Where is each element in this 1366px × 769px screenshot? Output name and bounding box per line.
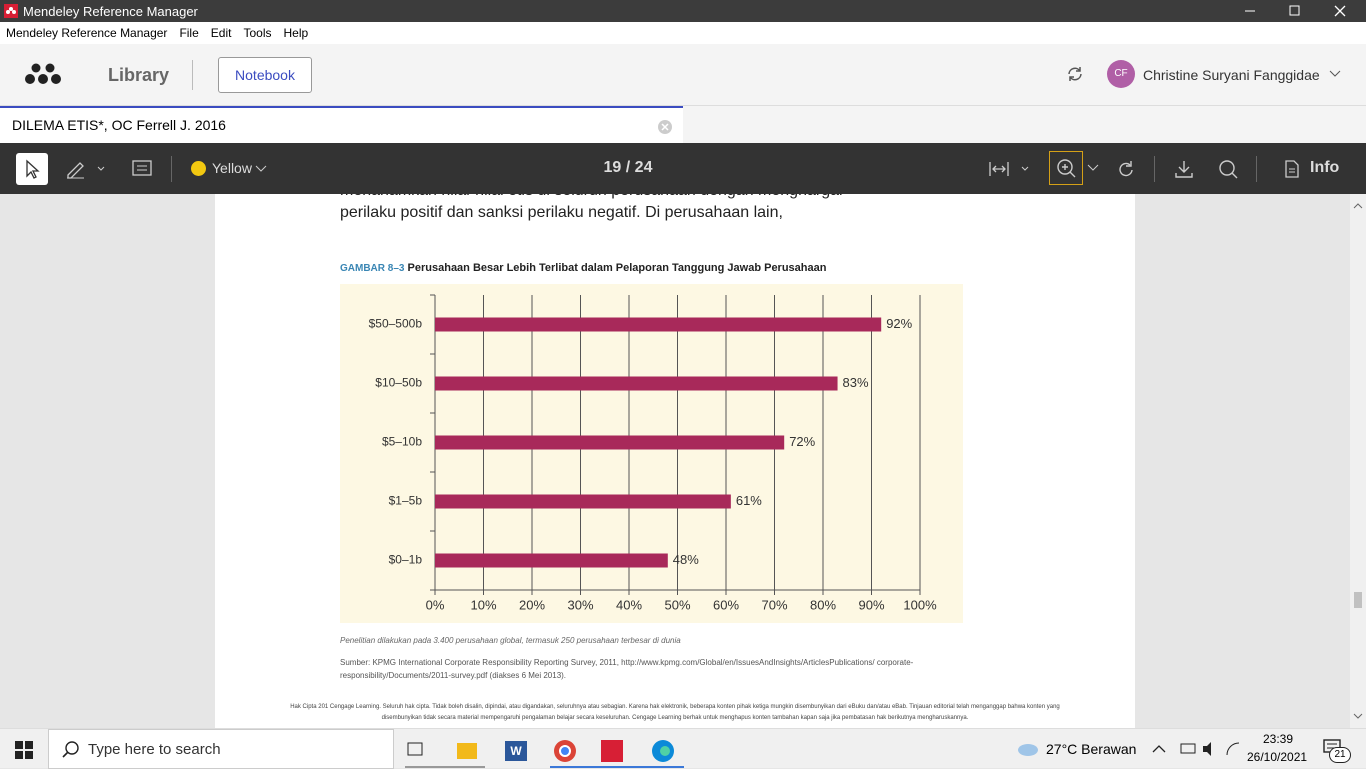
bar [435, 494, 731, 509]
taskbar: Type here to search W 27°C Berawan 23:39… [0, 728, 1366, 769]
svg-text:W: W [510, 744, 522, 758]
menu-bar: Mendeley Reference Manager File Edit Tools H… [0, 22, 1366, 44]
menu-item[interactable]: Help [283, 26, 309, 40]
x-tick-label: 40% [616, 597, 642, 612]
start-button[interactable] [15, 741, 33, 759]
user-menu-arrow[interactable] [1329, 70, 1341, 78]
search[interactable] [1217, 158, 1239, 180]
taskbar-apps[interactable]: W [405, 737, 685, 769]
weather-icon[interactable] [1017, 741, 1039, 757]
figure-title: Perusahaan Besar Lebih Terlibat dalam Pe… [407, 262, 827, 274]
menu-item[interactable]: Tools [243, 26, 272, 40]
color-picker[interactable]: Yellow [212, 160, 252, 176]
divider [1256, 156, 1257, 182]
chart-background [340, 284, 963, 623]
zoom-arrow[interactable] [1087, 164, 1099, 172]
menu-item[interactable]: File [179, 26, 199, 40]
rotate[interactable] [1115, 159, 1137, 181]
x-tick-label: 100% [903, 597, 937, 612]
header: Library Notebook CF Christine Suryani Fa… [0, 44, 1366, 106]
bar [435, 317, 882, 332]
divider [171, 156, 172, 182]
divider [192, 60, 193, 90]
value-label: 92% [886, 316, 912, 331]
color-swatch[interactable] [191, 161, 206, 176]
y-tick-label: $50–500b [369, 317, 423, 331]
value-label: 83% [843, 375, 869, 390]
user-name[interactable]: Christine Suryani Fanggidae [1143, 67, 1320, 83]
close-tab[interactable] [657, 119, 673, 135]
zoom-button[interactable] [1049, 151, 1083, 185]
info-button[interactable]: Info [1310, 159, 1340, 176]
search-placeholder: Type here to search [88, 741, 221, 758]
page-indicator: 19 / 24 [603, 159, 653, 176]
x-tick-label: 80% [810, 597, 836, 612]
menu-item[interactable]: Mendeley Reference Manager [6, 26, 168, 40]
document-tab[interactable]: DILEMA ETIS*, OC Ferrell J. 2016 [0, 106, 683, 143]
tab-title: DILEMA ETIS*, OC Ferrell J. 2016 [12, 117, 226, 133]
clock-time[interactable]: 23:39 [1262, 732, 1294, 746]
y-tick-label: $1–5b [389, 494, 423, 508]
y-tick-label: $5–10b [382, 435, 422, 449]
download[interactable] [1173, 158, 1195, 180]
body-text: perilaku positif dan sanksi perilaku neg… [340, 204, 783, 221]
window-title: Mendeley Reference Manager [23, 4, 198, 19]
copyright: Hak Cipta 201 Cengage Learning. Seluruh … [290, 704, 1060, 721]
logo[interactable] [24, 62, 62, 86]
x-tick-label: 90% [858, 597, 884, 612]
avatar[interactable]: CF [1107, 60, 1135, 88]
y-tick-label: $0–1b [389, 553, 423, 567]
pdf-page: menanamkan nilai-nilai etis di seluruh p… [215, 194, 1135, 728]
sync-icon[interactable] [1065, 64, 1085, 84]
pdf-viewer: menanamkan nilai-nilai etis di seluruh p… [0, 194, 1350, 728]
highlight-tool[interactable] [64, 158, 110, 180]
value-label: 61% [736, 493, 762, 508]
bar [435, 376, 838, 391]
bar [435, 435, 785, 450]
app-icon [4, 4, 18, 18]
figure-source: Sumber: KPMG International Corporate Res… [340, 658, 914, 680]
search-box[interactable]: Type here to search [48, 729, 394, 769]
info-icon[interactable] [1283, 159, 1301, 179]
select-tool[interactable] [16, 153, 48, 185]
title-bar: Mendeley Reference Manager [0, 0, 1366, 22]
value-label: 48% [673, 552, 699, 567]
note-tool[interactable] [131, 159, 153, 179]
fit-width[interactable] [988, 158, 1036, 180]
pdf-toolbar: Yellow 19 / 24 Info [0, 143, 1366, 194]
x-tick-label: 70% [761, 597, 787, 612]
figure-note: Penelitian dilakukan pada 3.400 perusaha… [340, 636, 681, 645]
library-tab[interactable]: Library [108, 65, 170, 85]
x-tick-label: 20% [519, 597, 545, 612]
notebook-button[interactable]: Notebook [218, 57, 312, 93]
x-tick-label: 60% [713, 597, 739, 612]
body-text: menanamkan nilai-nilai etis di seluruh p… [340, 194, 843, 200]
bar [435, 553, 668, 568]
y-tick-label: $10–50b [375, 376, 422, 390]
window-controls[interactable] [1235, 0, 1366, 22]
x-tick-label: 30% [567, 597, 593, 612]
scrollbar[interactable] [1350, 194, 1366, 728]
x-tick-label: 50% [664, 597, 690, 612]
notification-count[interactable]: 21 [1329, 747, 1351, 763]
bar-chart: 0% 10% 20% 30% 40% 50% 60% 70% 80% 90% 100% $50–500… [340, 284, 963, 623]
figure-caption: GAMBAR 8–3 Perusahaan Besar Lebih Terlib… [340, 262, 826, 274]
x-tick-label: 10% [470, 597, 496, 612]
tab-bar: DILEMA ETIS*, OC Ferrell J. 2016 [0, 106, 1366, 143]
tray-icons[interactable] [1150, 739, 1240, 759]
weather[interactable]: 27°C Berawan [1046, 741, 1137, 757]
figure-label: GAMBAR 8–3 [340, 263, 405, 274]
value-label: 72% [789, 434, 815, 449]
divider [1154, 156, 1155, 182]
x-tick-label: 0% [426, 597, 445, 612]
color-arrow[interactable] [255, 165, 267, 173]
menu-item[interactable]: Edit [210, 26, 232, 40]
clock-date[interactable]: 26/10/2021 [1247, 750, 1308, 764]
